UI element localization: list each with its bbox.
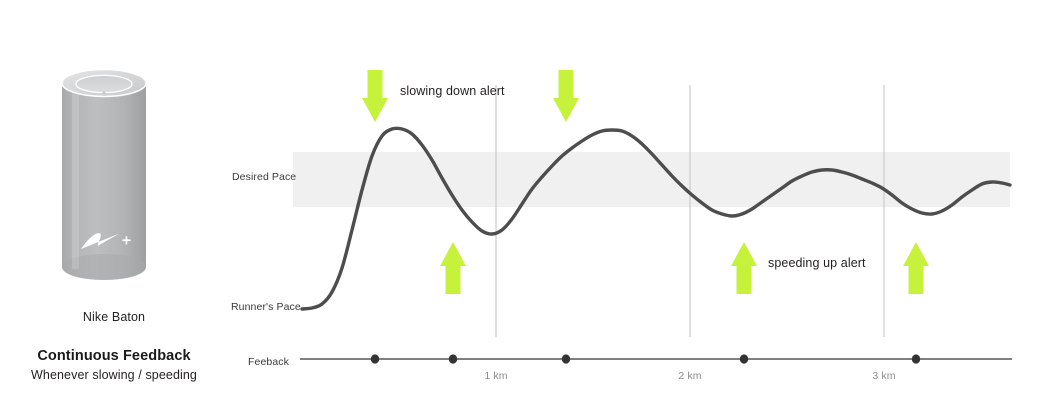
speeding-up-alert-label: speeding up alert xyxy=(768,256,866,270)
nike-baton-illustration xyxy=(56,62,152,297)
runners-pace-axis-label: Runner's Pace xyxy=(231,301,301,313)
desired-pace-axis-label: Desired Pace xyxy=(232,171,297,183)
feedback-axis-label: Feeback xyxy=(248,356,289,368)
pace-feedback-chart: Desired Pace Runner's Pace Feeback slowi… xyxy=(228,0,1050,420)
feedback-event-dot-1[interactable] xyxy=(370,354,380,364)
baton-cap-rim xyxy=(61,68,147,98)
km-tick-label-2: 2 km xyxy=(678,370,702,382)
feedback-event-dot-5[interactable] xyxy=(911,354,921,364)
product-name-label: Nike Baton xyxy=(82,310,146,324)
baton-bottom-shadow xyxy=(62,254,146,280)
baton-svg xyxy=(61,68,147,280)
slowing-down-alert-label: slowing down alert xyxy=(400,84,505,98)
baton-highlight xyxy=(72,83,79,269)
arrow-up-icon-3 xyxy=(440,242,466,294)
arrow-up-icon-5 xyxy=(903,242,929,294)
feedback-event-dot-3[interactable] xyxy=(561,354,571,364)
arrow-down-icon-2 xyxy=(553,70,579,122)
feature-subtitle: Whenever slowing / speeding xyxy=(31,368,197,382)
km-gridlines xyxy=(495,85,885,337)
km-tick-label-1: 1 km xyxy=(484,370,508,382)
product-panel: Nike Baton Continuous Feedback Whenever … xyxy=(0,0,228,420)
feedback-event-dot-4[interactable] xyxy=(739,354,749,364)
arrow-down-icon-1 xyxy=(362,70,388,122)
km-tick-label-3: 3 km xyxy=(872,370,896,382)
arrow-up-icon-4 xyxy=(731,242,757,294)
baton-body xyxy=(62,83,146,280)
feedback-event-dots xyxy=(370,354,921,364)
chart-svg xyxy=(293,70,1012,364)
baton-button-marker xyxy=(101,90,107,94)
desired-pace-band xyxy=(293,152,1010,207)
baton-inner-well xyxy=(76,75,132,93)
nike-swoosh-icon xyxy=(81,233,120,249)
plus-icon xyxy=(122,236,131,245)
alert-arrows xyxy=(362,70,929,294)
feature-title: Continuous Feedback xyxy=(37,348,191,364)
runners-pace-line xyxy=(300,126,1012,311)
feedback-event-dot-2[interactable] xyxy=(448,354,458,364)
